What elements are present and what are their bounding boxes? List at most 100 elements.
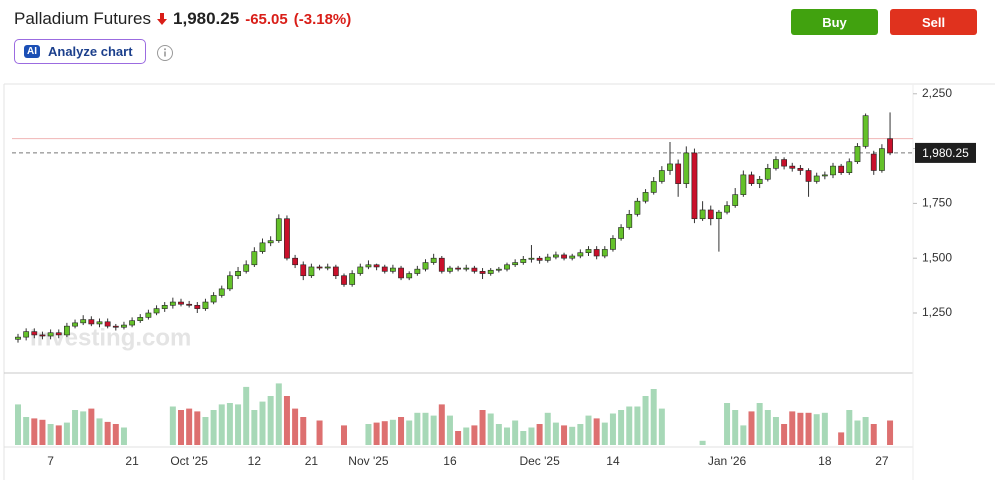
- candle-body: [422, 262, 429, 270]
- volume-bar: [63, 422, 70, 445]
- candle-body: [667, 163, 673, 171]
- volume-bar: [292, 408, 299, 445]
- watermark: Investing.com: [30, 324, 191, 351]
- y-tick-label: 1,750: [922, 196, 952, 210]
- volume-bar: [120, 427, 127, 445]
- candle-body: [381, 266, 388, 272]
- x-tick-label: 21: [305, 454, 319, 468]
- candle-body: [324, 266, 331, 269]
- candle-body: [39, 334, 46, 337]
- volume-bar: [438, 404, 445, 445]
- candle-body: [463, 267, 470, 270]
- volume-bar: [748, 411, 755, 445]
- candle-body: [186, 303, 193, 306]
- candle-body: [23, 331, 30, 338]
- candle-body: [781, 159, 787, 167]
- candle-body: [740, 174, 747, 195]
- volume-bar: [406, 420, 413, 445]
- volume-bar: [781, 424, 788, 445]
- candle-body: [88, 319, 95, 325]
- candle-body: [357, 266, 364, 274]
- candle-body: [805, 170, 812, 182]
- volume-bar: [512, 420, 519, 445]
- volume-bar: [55, 425, 62, 445]
- volume-bar: [398, 417, 405, 445]
- analyze-label: Analyze chart: [48, 44, 133, 59]
- volume-bar: [88, 408, 95, 445]
- volume-bar: [699, 440, 706, 445]
- candle-body: [72, 322, 78, 327]
- volume-bar: [381, 421, 388, 445]
- volume-bar: [47, 424, 54, 445]
- candle-body: [878, 148, 885, 171]
- volume-bar: [226, 403, 233, 445]
- volume-bar: [112, 424, 119, 445]
- volume-bar: [854, 420, 861, 445]
- candle-body: [495, 268, 502, 271]
- candle-body: [96, 321, 103, 325]
- volume-bar: [39, 419, 46, 445]
- volume-bar: [463, 427, 470, 445]
- volume-bar: [218, 404, 225, 445]
- sell-button[interactable]: Sell: [890, 9, 977, 35]
- volume-bar: [479, 410, 486, 445]
- volume-bar: [267, 396, 274, 445]
- header: Palladium Futures 1,980.25 -65.05 (-3.18…: [14, 6, 351, 32]
- volume-bar: [169, 406, 176, 445]
- candle-body: [267, 240, 274, 244]
- candle-body: [642, 192, 649, 202]
- candle-body: [373, 264, 380, 268]
- candle-body: [300, 264, 307, 277]
- volume-bar: [96, 418, 103, 445]
- candle-body: [455, 267, 461, 270]
- candle-body: [316, 266, 323, 269]
- candle-body: [870, 153, 877, 171]
- volume-bar: [235, 404, 242, 445]
- volume-bar: [430, 415, 437, 445]
- info-icon[interactable]: [156, 44, 174, 62]
- candle-body: [748, 174, 755, 184]
- volume-bar: [186, 408, 193, 445]
- analyze-button[interactable]: AI Analyze chart: [14, 39, 146, 64]
- volume-bar: [15, 404, 21, 445]
- candle-body: [732, 194, 739, 206]
- candle-body: [341, 275, 347, 285]
- candle-body: [398, 267, 404, 279]
- candle-body: [365, 264, 372, 268]
- candle-body: [447, 267, 453, 272]
- candle-body: [55, 332, 62, 336]
- candle-body: [31, 331, 38, 336]
- volume-bar: [316, 420, 323, 445]
- candle-body: [838, 165, 845, 173]
- candle-body: [699, 209, 706, 220]
- last-price-tag-label: 1,980.25: [922, 146, 969, 160]
- candle-body: [487, 269, 494, 274]
- volume-bar: [389, 419, 396, 445]
- volume-bar: [72, 410, 79, 445]
- volume-bar: [104, 421, 111, 445]
- candle-body: [715, 211, 722, 220]
- candle-body: [438, 257, 445, 272]
- candle-body: [80, 319, 87, 324]
- candle-body: [112, 325, 119, 328]
- volume-bar: [23, 417, 30, 445]
- candle-body: [634, 200, 641, 215]
- candle-body: [389, 267, 396, 272]
- volume-bar: [821, 412, 828, 445]
- volume-bar: [471, 425, 478, 445]
- volume-bar: [210, 410, 217, 445]
- ai-badge: AI: [24, 45, 40, 58]
- volume-bar: [414, 412, 421, 445]
- volume-bar: [422, 412, 429, 445]
- candle-body: [47, 332, 54, 337]
- candle-body: [218, 288, 225, 296]
- volume-bar: [764, 410, 771, 445]
- x-tick-label: 16: [443, 454, 457, 468]
- candle-body: [585, 249, 592, 254]
- buy-button[interactable]: Buy: [791, 9, 878, 35]
- candle-body: [618, 227, 624, 239]
- candle-body: [64, 325, 70, 336]
- candle-body: [520, 258, 527, 263]
- candle-body: [658, 170, 665, 182]
